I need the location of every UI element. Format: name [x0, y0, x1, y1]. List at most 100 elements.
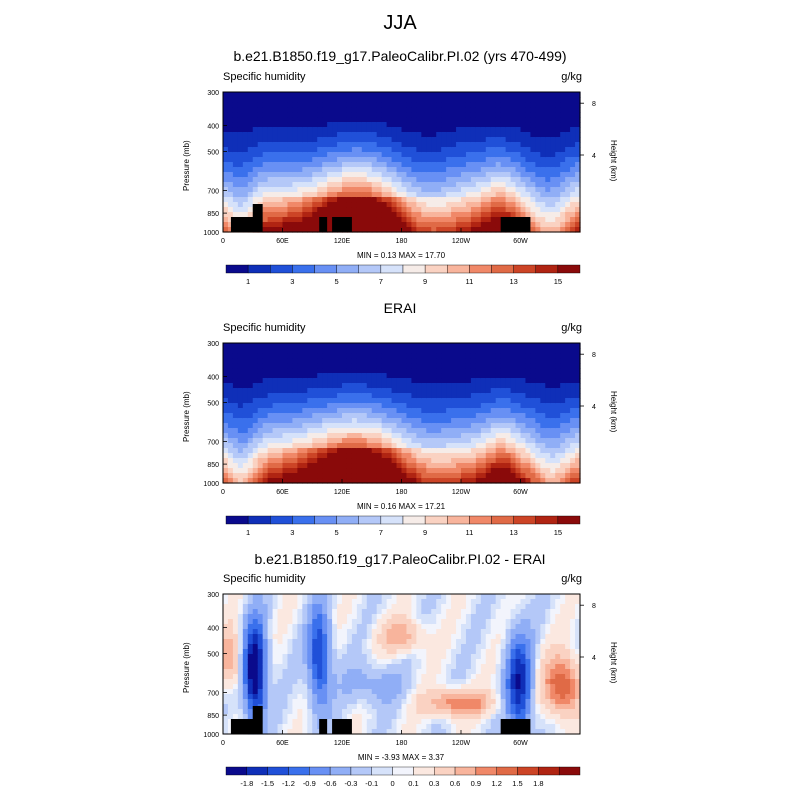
field-cell [342, 418, 348, 424]
field-cell [302, 358, 308, 364]
field-cell [386, 423, 393, 429]
field-cell [312, 413, 318, 419]
field-cell [356, 428, 363, 434]
field-cell [530, 147, 536, 153]
field-cell [337, 197, 343, 203]
field-cell [475, 373, 482, 379]
field-cell [317, 423, 323, 429]
field-cell [292, 127, 298, 133]
field-cell [485, 403, 492, 409]
field-cell [247, 92, 254, 98]
field-cell [356, 664, 363, 670]
field-cell [282, 408, 289, 414]
field-cell [575, 167, 581, 173]
field-cell [356, 674, 363, 680]
field-cell [361, 624, 368, 630]
field-cell [550, 373, 556, 379]
field-cell [262, 634, 269, 640]
field-cell [550, 172, 556, 178]
field-cell [282, 473, 289, 479]
field-cell [555, 222, 561, 228]
field-cell [337, 403, 343, 409]
field-cell [307, 709, 313, 715]
field-cell [401, 177, 408, 183]
field-cell [361, 112, 368, 118]
field-cell [575, 403, 581, 409]
field-cell [396, 132, 403, 138]
field-cell [436, 358, 442, 364]
field-cell [376, 428, 383, 434]
field-cell [381, 97, 388, 103]
field-cell [411, 172, 417, 178]
field-cell [242, 609, 249, 615]
field-cell [287, 679, 294, 685]
field-cell [550, 112, 556, 118]
field-cell [223, 172, 229, 178]
field-cell [411, 127, 417, 133]
field-cell [535, 212, 541, 218]
field-cell [332, 473, 338, 479]
field-cell [257, 453, 264, 459]
field-cell [565, 368, 571, 374]
field-cell [327, 694, 333, 700]
field-cell [272, 594, 279, 600]
field-cell [490, 217, 497, 223]
field-cell [421, 137, 427, 143]
field-cell [555, 373, 561, 379]
field-cell [411, 463, 417, 469]
field-cell [570, 222, 576, 228]
field-cell [431, 383, 437, 389]
field-cell [297, 704, 303, 710]
field-cell [480, 112, 487, 118]
field-cell [252, 383, 259, 389]
field-cell [356, 408, 363, 414]
field-cell [470, 343, 477, 349]
field-cell [292, 142, 298, 148]
field-cell [292, 714, 298, 720]
field-cell [560, 383, 566, 389]
field-cell [292, 664, 298, 670]
field-cell [317, 458, 323, 464]
field-cell [356, 172, 363, 178]
field-cell [223, 197, 229, 203]
field-cell [337, 624, 343, 630]
field-cell [475, 192, 482, 198]
field-cell [327, 664, 333, 670]
field-cell [346, 363, 353, 369]
field-cell [535, 117, 541, 123]
field-cell [282, 629, 289, 635]
field-cell [510, 192, 517, 198]
field-cell [297, 393, 303, 399]
field-cell [545, 443, 551, 449]
field-cell [252, 428, 259, 434]
field-cell [346, 403, 353, 409]
field-cell [312, 699, 318, 705]
field-cell [575, 222, 581, 228]
field-cell [446, 413, 452, 419]
field-cell [237, 639, 244, 645]
field-cell [441, 137, 447, 143]
field-cell [322, 473, 328, 479]
field-cell [475, 152, 482, 158]
field-cell [371, 604, 378, 610]
field-cell [406, 438, 413, 444]
field-cell [262, 724, 269, 730]
field-cell [302, 659, 308, 665]
field-cell [252, 187, 259, 193]
field-cell [560, 227, 566, 233]
field-cell [575, 443, 581, 449]
y-tick-label: 700 [207, 189, 219, 196]
field-cell [282, 358, 289, 364]
field-cell [287, 122, 294, 128]
field-cell [461, 202, 467, 208]
field-cell [431, 363, 437, 369]
field-cell [292, 448, 298, 454]
field-cell [495, 378, 502, 384]
field-cell [436, 147, 442, 153]
field-cell [302, 609, 308, 615]
field-cell [446, 197, 452, 203]
field-cell [510, 453, 517, 459]
field-cell [535, 418, 541, 424]
field-cell [287, 107, 294, 113]
field-cell [302, 182, 308, 188]
